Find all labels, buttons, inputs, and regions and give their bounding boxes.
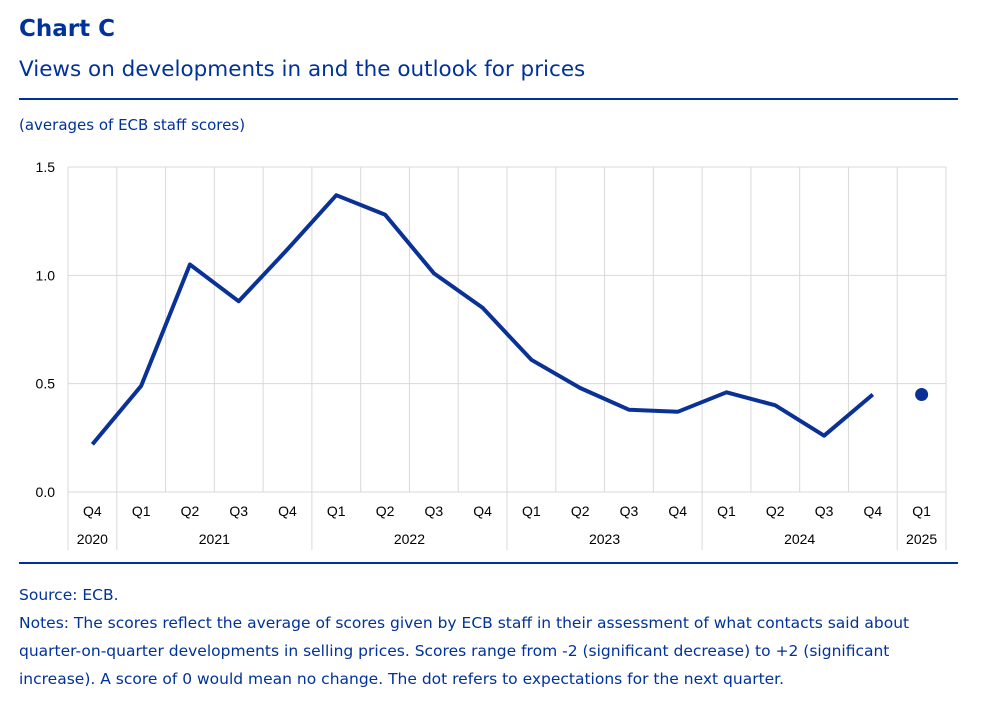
x-tick-label: Q3 bbox=[620, 503, 639, 519]
notes-text: Notes: The scores reflect the average of… bbox=[19, 614, 910, 688]
x-tick-label: Q4 bbox=[668, 503, 687, 519]
expectation-dot bbox=[915, 388, 929, 401]
chart-title: Chart C bbox=[19, 16, 115, 42]
x-tick-label: Q4 bbox=[863, 503, 882, 519]
chart-units-label: (averages of ECB staff scores) bbox=[19, 116, 246, 134]
axes: 0.0 0.5 1.0 1.5 Q4 Q1 Q2 Q3 Q4 Q1 Q2 Q3 Q4 Q1 Q2 Q3 Q4 Q1… bbox=[36, 159, 947, 550]
x-year-label: 2024 bbox=[784, 531, 815, 547]
chart: 0.0 0.5 1.0 1.5 Q4 Q1 Q2 Q3 Q4 Q1 Q2 Q3 Q4 Q1 Q2 Q3 Q4 Q1… bbox=[36, 159, 947, 550]
y-tick-label: 1.5 bbox=[36, 159, 56, 175]
series-line bbox=[90, 193, 875, 446]
x-year-label: 2020 bbox=[77, 531, 108, 547]
y-tick-label: 0.5 bbox=[36, 376, 56, 392]
x-tick-label: Q1 bbox=[522, 503, 541, 519]
x-tick-label: Q4 bbox=[278, 503, 297, 519]
x-year-label: 2022 bbox=[394, 531, 425, 547]
y-tick-label: 1.0 bbox=[36, 267, 56, 283]
series bbox=[90, 193, 929, 446]
footer-notes: Source: ECB. Notes: The scores reflect t… bbox=[19, 581, 959, 693]
source-text: Source: ECB. bbox=[19, 586, 119, 604]
x-year-label: 2025 bbox=[906, 531, 937, 547]
x-tick-label: Q3 bbox=[229, 503, 248, 519]
x-tick-label: Q4 bbox=[83, 503, 102, 519]
x-tick-label: Q1 bbox=[717, 503, 736, 519]
grid bbox=[67, 166, 947, 492]
x-tick-label: Q3 bbox=[424, 503, 443, 519]
y-tick-label: 0.0 bbox=[36, 484, 56, 500]
x-tick-label: Q2 bbox=[766, 503, 785, 519]
x-tick-label: Q3 bbox=[815, 503, 834, 519]
x-year-label: 2021 bbox=[199, 531, 230, 547]
x-tick-label: Q1 bbox=[132, 503, 151, 519]
x-tick-label: Q1 bbox=[327, 503, 346, 519]
x-year-label: 2023 bbox=[589, 531, 620, 547]
chart-subtitle: Views on developments in and the outlook… bbox=[19, 57, 586, 82]
x-tick-label: Q2 bbox=[376, 503, 395, 519]
x-tick-label: Q2 bbox=[571, 503, 590, 519]
bottom-divider bbox=[19, 562, 958, 564]
x-tick-label: Q2 bbox=[181, 503, 200, 519]
x-tick-label: Q1 bbox=[912, 503, 931, 519]
top-divider bbox=[19, 98, 958, 100]
x-tick-label: Q4 bbox=[473, 503, 492, 519]
